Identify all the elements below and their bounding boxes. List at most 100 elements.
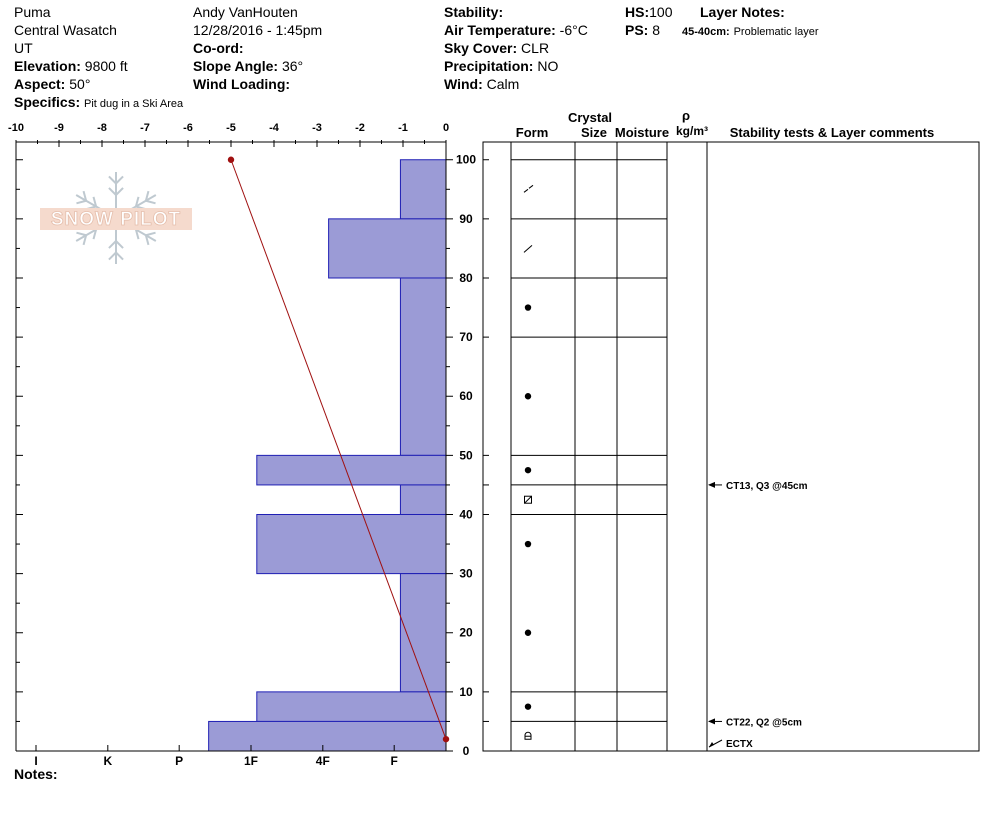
col-form: Form — [516, 125, 549, 140]
ps-label: PS: — [625, 22, 649, 38]
slope-label: Slope Angle: — [193, 58, 279, 74]
coord-label: Co-ord: — [193, 40, 244, 56]
temp-tick-label: -3 — [312, 122, 322, 134]
temp-tick-label: -2 — [355, 122, 365, 134]
snowflake-branch — [145, 231, 156, 237]
height-tick-label: 80 — [459, 271, 473, 285]
grain-cup-symbol — [524, 731, 532, 740]
snowflake-branch — [82, 234, 88, 246]
hardness-bar-1 — [328, 218, 447, 279]
temp-tick-label: -10 — [8, 122, 24, 134]
stability-test-label: ECTX — [726, 739, 753, 750]
hardness-bar-2 — [399, 277, 447, 456]
stability-test-label: CT13, Q3 @45cm — [726, 481, 808, 492]
hardness-bar-4 — [399, 484, 447, 515]
slope-field: Slope Angle: 36° — [193, 58, 303, 74]
temperature-profile — [227, 156, 450, 743]
height-tick-label: 50 — [459, 448, 473, 462]
stability-arrow — [708, 481, 715, 488]
grain-dot-symbol — [524, 629, 532, 636]
profile-axes: -10 -9 -8 -7 -6 -5 -4 -3 -2 -1 0010203040506070809… — [8, 122, 476, 768]
wind-value: Calm — [486, 76, 520, 92]
precip-label: Precipitation: — [444, 58, 534, 74]
air-temp-field: Air Temperature: -6°C — [444, 22, 588, 38]
grain-dash-symbol — [523, 188, 529, 193]
logo-banner — [40, 208, 192, 230]
ps-value: 8 — [652, 22, 661, 38]
temp-point — [442, 735, 450, 743]
location-name: Puma — [14, 4, 51, 20]
snowflake-branch — [92, 196, 98, 207]
air-temp-value: -6°C — [559, 22, 588, 38]
hardness-bar-6 — [399, 573, 447, 693]
elevation-label: Elevation: — [14, 58, 81, 74]
temp-tick-label: -8 — [97, 122, 107, 134]
precip-field: Precipitation: NO — [444, 58, 558, 74]
grain-dot-symbol — [524, 393, 532, 400]
col-size: Size — [581, 125, 607, 140]
col-stability: Stability tests & Layer comments — [730, 125, 934, 140]
layer-notes-label: Layer Notes: — [700, 4, 785, 20]
snowflake-branch — [108, 187, 117, 196]
ps-field: PS: 8 — [625, 22, 660, 38]
height-tick-label: 40 — [459, 507, 473, 521]
snowflake-branch — [115, 175, 124, 185]
wind-label: Wind: — [444, 76, 483, 92]
snowflake-branch — [145, 199, 156, 205]
elevation-value: 9800 ft — [84, 58, 128, 74]
observation-datetime: 12/28/2016 - 1:45pm — [193, 22, 323, 38]
height-tick-label: 100 — [456, 153, 476, 167]
snowflake-branch — [134, 196, 140, 207]
snowflake-branch — [108, 240, 117, 249]
height-tick-label: 90 — [459, 212, 473, 226]
specifics-label: Specifics: — [14, 94, 81, 110]
snowflake-branch — [144, 190, 150, 202]
hardness-bar-5 — [256, 513, 447, 575]
snowflake-branch — [134, 229, 140, 240]
precip-value: NO — [537, 58, 559, 74]
elevation-field: Elevation: 9800 ft — [14, 58, 128, 74]
hardness-bar-7 — [256, 691, 447, 722]
temp-segment — [230, 159, 447, 740]
wind-loading-label: Wind Loading: — [193, 76, 291, 92]
stability-label: Stability: — [444, 4, 504, 20]
grain-square-symbol — [524, 495, 532, 504]
hardness-bars — [208, 159, 447, 752]
aspect-field: Aspect: 50° — [14, 76, 90, 92]
grain-dash-symbol — [528, 184, 534, 189]
hardness-label: 4F — [316, 754, 330, 768]
grain-slash-symbol — [523, 245, 533, 253]
hs-label: HS: — [625, 4, 650, 20]
snowpilot-logo: SNOW PILOT — [40, 172, 192, 264]
temp-tick-label: -9 — [54, 122, 64, 134]
grain-dot-symbol — [524, 540, 532, 548]
snowflake-branch — [76, 199, 87, 205]
aspect-value: 50° — [69, 76, 91, 92]
logo-text: SNOW PILOT — [51, 209, 181, 230]
grain-table: CT13, Q3 @45cm CT22, Q2 @5cm ECTX — [482, 141, 980, 752]
stability-arrow — [708, 718, 715, 725]
snowflake-branch — [144, 234, 150, 246]
sky-cover-field: Sky Cover: CLR — [444, 40, 549, 56]
height-tick-label: 10 — [459, 685, 473, 699]
hardness-bar-3 — [256, 454, 447, 486]
layer-note: 45-40cm: Problematic layer — [682, 22, 819, 40]
temp-point — [227, 156, 235, 163]
observer-name: Andy VanHouten — [193, 4, 298, 20]
temp-tick-label: -5 — [226, 122, 236, 134]
height-tick-label: 0 — [463, 744, 470, 758]
height-tick-label: 20 — [459, 626, 473, 640]
layer-note-depth: 45-40cm: — [682, 26, 730, 38]
snowflake-branch — [115, 251, 124, 261]
col-moisture: Moisture — [615, 125, 669, 140]
temp-tick-label: -6 — [183, 122, 193, 134]
hardness-bar-0 — [399, 159, 447, 220]
wind-field: Wind: Calm — [444, 76, 519, 92]
snowflake-branch — [108, 175, 117, 185]
aspect-label: Aspect: — [14, 76, 66, 92]
height-tick-label: 70 — [459, 330, 473, 344]
snowflake-branch — [82, 190, 88, 202]
col-rho: ρ — [682, 108, 690, 123]
grain-square-symbol — [524, 495, 532, 504]
